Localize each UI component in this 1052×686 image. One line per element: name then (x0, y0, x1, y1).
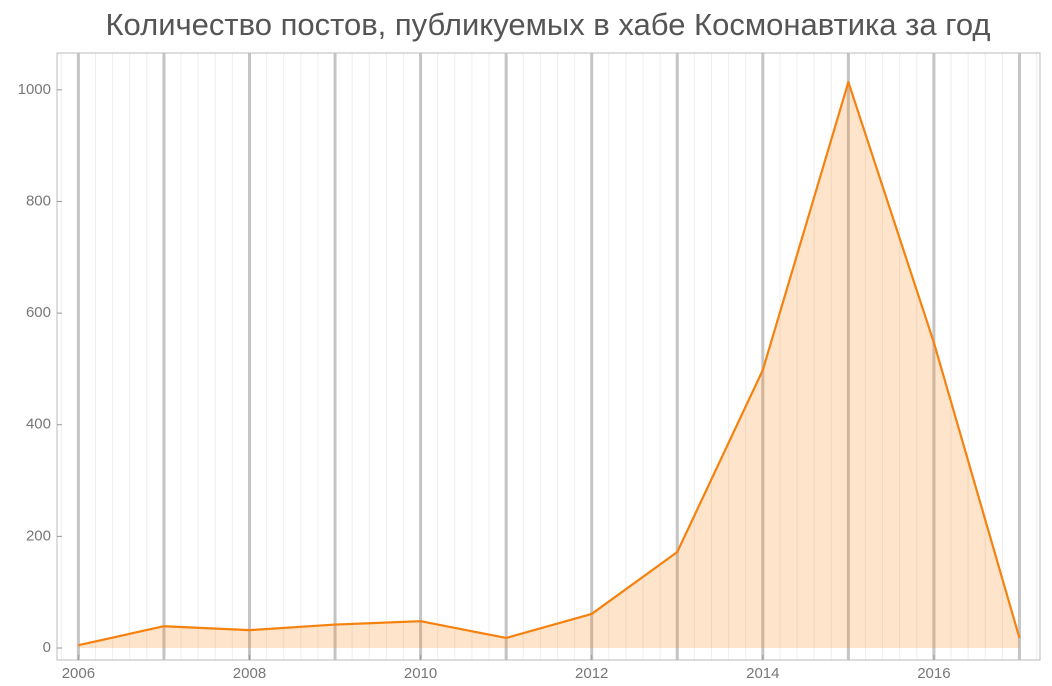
x-tick-label: 2012 (575, 665, 608, 682)
plot-frame (56, 52, 1041, 661)
y-tick-label: 800 (26, 192, 51, 209)
y-tick-label: 200 (26, 527, 51, 544)
x-tick-label: 2010 (404, 665, 437, 682)
area-fill (78, 82, 1020, 648)
x-tick-label: 2014 (746, 665, 779, 682)
x-tick-label: 2006 (62, 665, 95, 682)
y-tick-label: 400 (26, 416, 51, 433)
y-tick-label: 1000 (18, 81, 51, 98)
y-tick-label: 600 (26, 304, 51, 321)
x-tick-label: 2008 (233, 665, 266, 682)
y-tick-label: 0 (43, 639, 51, 656)
area-line (78, 80, 1021, 647)
chart-title: Количество постов, публикуемых в хабе Ко… (106, 7, 991, 42)
x-tick-label: 2016 (917, 665, 950, 682)
